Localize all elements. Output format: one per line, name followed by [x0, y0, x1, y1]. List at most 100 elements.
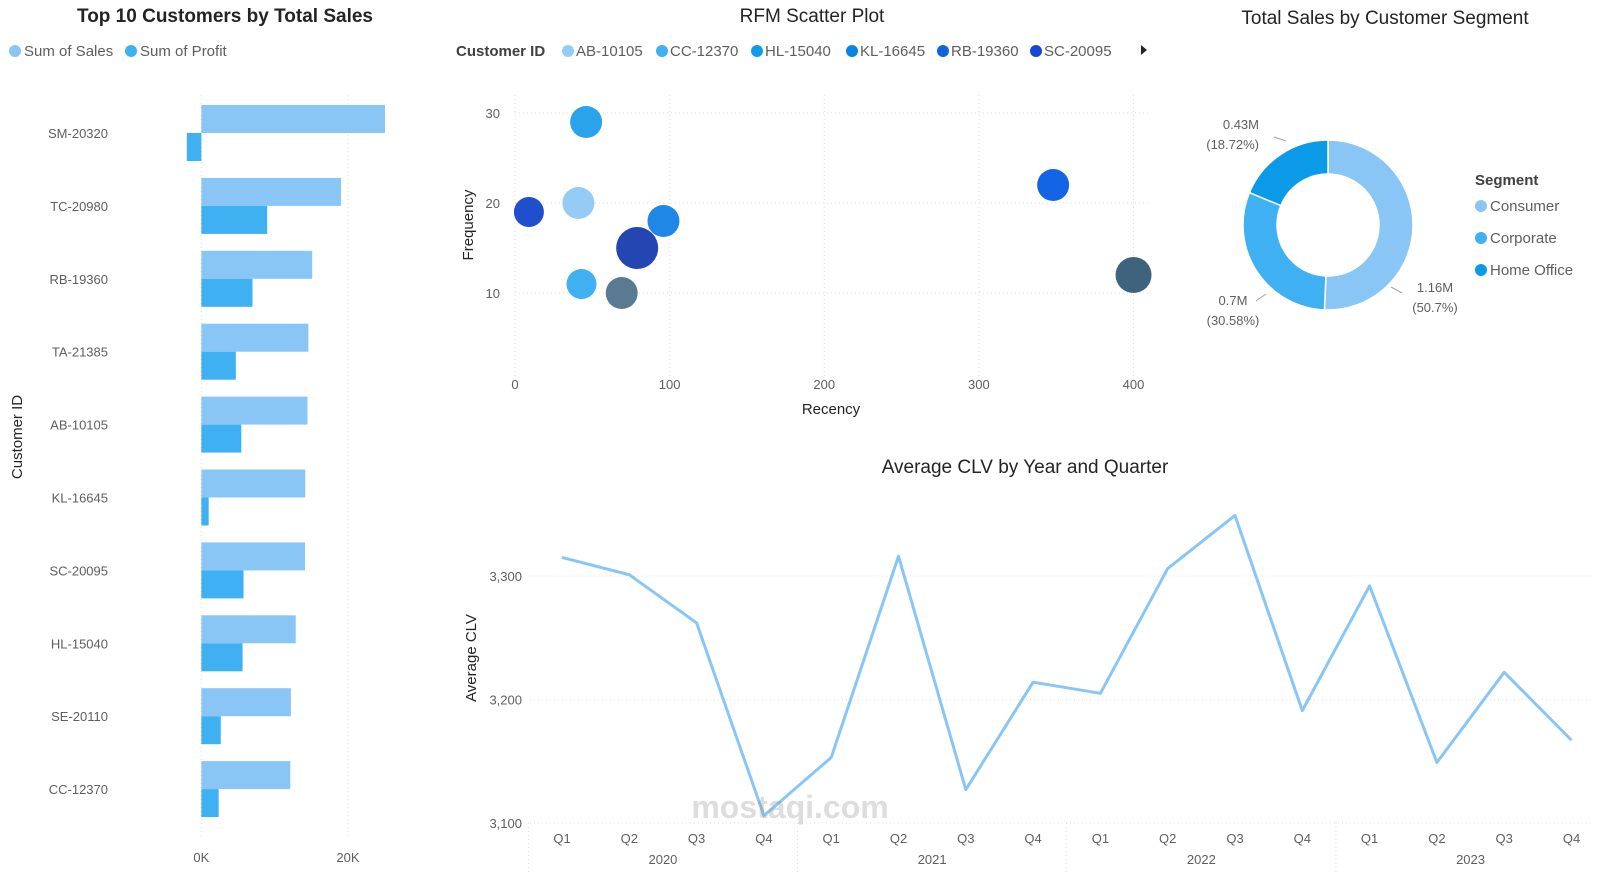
top10-category-label: AB-10105 — [50, 418, 108, 433]
top10-customers-chart: Top 10 Customers by Total Sales Sum of S… — [9, 6, 385, 865]
segment-legend: Consumer Corporate Home Office — [1475, 198, 1573, 279]
rfm-point — [570, 106, 603, 138]
profit-bar — [186, 133, 202, 161]
donut-pct-label: (50.7%) — [1412, 300, 1458, 315]
rfm-x-tick-label: 400 — [1123, 377, 1145, 392]
rfm-legend: AB-10105 CC-12370 HL-15040 KL-16645 RB-19360… — [562, 43, 1112, 60]
clv-year-label: 2022 — [1187, 852, 1216, 867]
profit-bar — [201, 205, 268, 234]
segment-legend-dot — [1475, 264, 1487, 276]
clv-quarter-label: Q3 — [1226, 831, 1243, 846]
clv-quarter-label: Q3 — [957, 831, 974, 846]
top10-category-labels: SM-20320 TC-20980 RB-19360 TA-21385 AB-10105… — [48, 126, 108, 797]
rfm-legend-label[interactable]: RB-19360 — [951, 43, 1019, 60]
sales-bar — [201, 323, 309, 352]
rfm-legend-label[interactable]: KL-16645 — [860, 43, 925, 60]
rfm-x-tick-label: 300 — [968, 377, 990, 392]
top10-bars — [186, 105, 385, 818]
donut-slice — [1323, 139, 1414, 311]
clv-line-chart: Average CLV by Year and Quarter Average … — [463, 457, 1592, 873]
legend-profit-label[interactable]: Sum of Profit — [140, 43, 228, 60]
clv-title: Average CLV by Year and Quarter — [882, 457, 1169, 478]
donut-slice — [1242, 191, 1327, 311]
clv-year-label: 2020 — [648, 852, 677, 867]
clv-quarter-label: Q2 — [1159, 831, 1176, 846]
watermark-text: mostaqi.com — [691, 789, 888, 825]
rfm-point — [616, 227, 659, 269]
rfm-legend-label[interactable]: HL-15040 — [765, 43, 831, 60]
clv-quarter-label: Q1 — [553, 831, 570, 846]
rfm-legend-title: Customer ID — [456, 43, 545, 60]
rfm-point — [566, 269, 597, 299]
rfm-x-tick-label: 0 — [511, 377, 518, 392]
clv-y-tick-label: 3,200 — [489, 692, 522, 707]
segment-legend-label[interactable]: Home Office — [1490, 262, 1573, 279]
rfm-y-tick-label: 20 — [486, 196, 500, 211]
segment-title: Total Sales by Customer Segment — [1241, 8, 1529, 29]
rfm-points — [513, 106, 1152, 309]
profit-bar — [201, 351, 236, 380]
profit-bar — [201, 789, 219, 818]
profit-bar — [201, 643, 243, 672]
top10-category-label: SC-20095 — [49, 563, 108, 578]
sales-bar — [201, 469, 306, 498]
clv-quarter-label: Q2 — [890, 831, 907, 846]
clv-gridlines — [530, 575, 1592, 824]
rfm-legend-label[interactable]: CC-12370 — [670, 43, 738, 60]
clv-series-line — [561, 513, 1573, 818]
clv-y-tick-labels: 3,100 3,200 3,300 — [489, 569, 522, 831]
segment-legend-label[interactable]: Consumer — [1490, 198, 1559, 215]
rfm-point — [647, 205, 680, 237]
top10-category-label: TC-20980 — [50, 199, 108, 214]
clv-quarter-label: Q4 — [1024, 831, 1041, 846]
rfm-x-tick-label: 100 — [659, 377, 681, 392]
top10-category-label: TA-21385 — [52, 345, 108, 360]
clv-quarter-label: Q2 — [621, 831, 638, 846]
clv-quarter-label: Q1 — [823, 831, 840, 846]
sales-bar — [201, 688, 291, 717]
sales-bar — [201, 177, 342, 206]
rfm-legend-dot — [656, 45, 668, 57]
top10-legend: Sum of Sales Sum of Profit — [9, 43, 228, 60]
rfm-legend-label[interactable]: SC-20095 — [1044, 43, 1112, 60]
sales-bar — [201, 615, 296, 644]
clv-quarter-label: Q4 — [1294, 831, 1311, 846]
clv-quarter-label: Q1 — [1092, 831, 1109, 846]
segment-legend-title: Segment — [1475, 172, 1538, 189]
clv-quarter-label: Q3 — [688, 831, 705, 846]
profit-bar — [201, 497, 209, 526]
rfm-title: RFM Scatter Plot — [740, 6, 885, 27]
rfm-point — [1037, 169, 1070, 201]
top10-y-axis-title: Customer ID — [9, 395, 26, 479]
top10-x-tick-label: 0K — [193, 850, 209, 865]
top10-x-tick-label: 20K — [336, 850, 359, 865]
top10-category-label: SE-20110 — [51, 709, 108, 724]
rfm-y-axis-title: Frequency — [460, 189, 477, 260]
segment-legend-label[interactable]: Corporate — [1490, 230, 1557, 247]
rfm-legend-label[interactable]: AB-10105 — [576, 43, 643, 60]
rfm-x-tick-label: 200 — [813, 377, 835, 392]
top10-category-label: CC-12370 — [49, 782, 108, 797]
profit-bar — [201, 570, 244, 599]
donut-value-label: 1.16M — [1417, 280, 1453, 295]
rfm-x-axis-title: Recency — [802, 401, 861, 418]
segment-donut-chart: Total Sales by Customer Segment 1.16M (50… — [1206, 8, 1573, 328]
legend-sales-label[interactable]: Sum of Sales — [24, 43, 113, 60]
segment-legend-dot — [1475, 200, 1487, 212]
profit-bar — [201, 716, 221, 745]
clv-year-label: 2021 — [918, 852, 947, 867]
donut-pct-label: (18.72%) — [1206, 137, 1259, 152]
sales-bar — [201, 250, 313, 279]
rfm-legend-dot — [937, 45, 949, 57]
segment-legend-dot — [1475, 232, 1487, 244]
legend-scroll-right-icon[interactable] — [1141, 45, 1147, 55]
clv-y-axis-title: Average CLV — [463, 614, 480, 702]
donut-value-label: 0.43M — [1223, 117, 1259, 132]
donut-leader-line — [1273, 136, 1287, 142]
rfm-point — [562, 187, 595, 219]
legend-sales-dot — [9, 45, 21, 57]
clv-quarter-label: Q2 — [1428, 831, 1445, 846]
profit-bar — [201, 278, 253, 307]
sales-bar — [201, 761, 291, 790]
clv-quarter-label: Q4 — [1563, 831, 1580, 846]
